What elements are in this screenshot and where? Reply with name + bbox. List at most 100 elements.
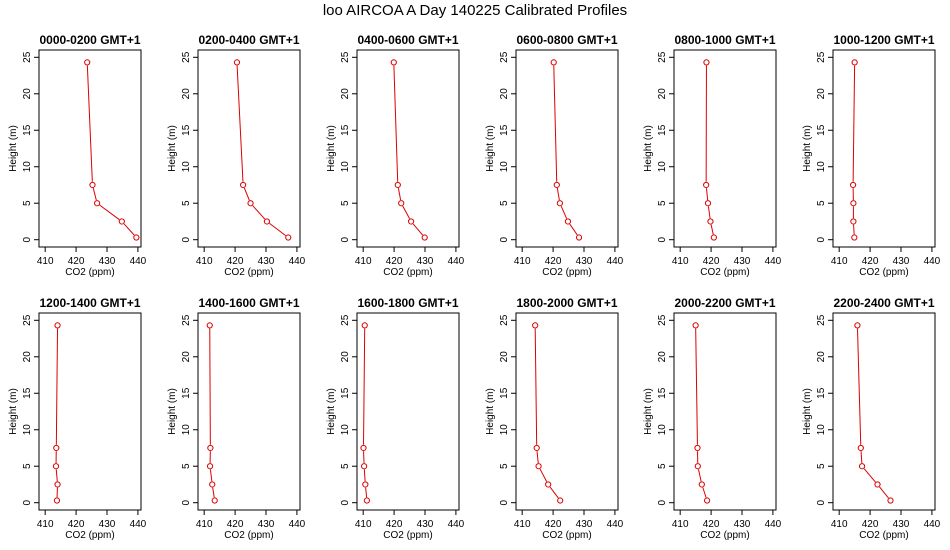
data-point: [692, 322, 699, 329]
x-tick-label: 440: [607, 519, 624, 530]
x-tick-label: 440: [289, 519, 306, 530]
y-tick-label: 10: [340, 424, 351, 436]
x-axis-label: CO2 (ppm): [65, 267, 114, 278]
data-point: [553, 181, 560, 189]
y-axis-label: Height (m): [326, 388, 337, 435]
series-segment: [92, 187, 97, 201]
y-tick-label: 25: [181, 51, 192, 63]
data-point: [206, 463, 214, 470]
data-point: [421, 234, 428, 241]
y-axis-label: Height (m): [485, 388, 496, 435]
data-point: [240, 181, 247, 189]
y-axis-label: Height (m): [802, 388, 813, 435]
y-axis-label: Height (m): [8, 388, 19, 435]
x-tick-label: 410: [196, 256, 213, 267]
plot-frame: [515, 312, 619, 511]
data-point: [707, 218, 714, 225]
data-point: [285, 234, 292, 241]
data-point: [362, 481, 369, 488]
x-tick-label: 420: [703, 256, 720, 267]
x-axis-label: CO2 (ppm): [224, 530, 273, 541]
series-segment: [695, 328, 698, 445]
y-tick-label: 0: [340, 499, 351, 505]
data-point: [209, 481, 216, 488]
series-segment: [402, 205, 411, 219]
data-point: [564, 218, 572, 225]
y-tick-label: 10: [499, 161, 510, 173]
y-tick-label: 0: [816, 236, 827, 242]
series-segment: [857, 328, 862, 445]
series-segment: [863, 468, 876, 483]
y-tick-label: 25: [22, 51, 33, 63]
y-tick-label: 15: [657, 387, 668, 399]
x-axis-label: CO2 (ppm): [383, 530, 432, 541]
data-point: [407, 218, 415, 225]
series-segment: [99, 204, 120, 220]
series-segment: [539, 468, 548, 482]
y-tick-label: 20: [657, 88, 668, 100]
data-point: [206, 322, 213, 329]
x-tick-label: 410: [672, 519, 689, 530]
data-point: [851, 59, 858, 66]
panel-title: 1000-1200 GMT+1: [833, 33, 934, 47]
y-tick-label: 10: [181, 161, 192, 173]
plot-frame: [197, 312, 301, 511]
y-tick-label: 10: [340, 161, 351, 173]
plot-frame: [673, 49, 777, 248]
plot-frame: [197, 49, 301, 248]
panel-title: 1600-1800 GMT+1: [357, 296, 458, 310]
y-tick-label: 20: [816, 351, 827, 363]
series-segment: [55, 328, 59, 445]
panel-7: 1200-1400 GMT+1 410 420 430 440 0 5 10 15 20 25 CO2…: [8, 296, 147, 541]
series-segment: [569, 223, 578, 236]
series-segment: [393, 65, 399, 182]
panel-title: 0800-1000 GMT+1: [674, 33, 775, 47]
y-tick-label: 20: [22, 88, 33, 100]
data-point: [704, 200, 712, 207]
y-tick-label: 25: [499, 51, 510, 63]
x-tick-label: 420: [386, 519, 403, 530]
x-tick-label: 430: [893, 256, 910, 267]
y-tick-label: 15: [816, 387, 827, 399]
data-point: [398, 200, 405, 207]
x-tick-label: 410: [37, 256, 54, 267]
y-tick-label: 10: [22, 161, 33, 173]
figure-title: loo AIRCOA A Day 140225 Calibrated Profi…: [323, 2, 627, 19]
panel-title: 0000-0200 GMT+1: [39, 33, 140, 47]
y-tick-label: 25: [499, 314, 510, 326]
y-tick-label: 25: [340, 51, 351, 63]
x-tick-label: 440: [289, 256, 306, 267]
data-point: [390, 59, 397, 66]
data-point: [361, 322, 368, 329]
x-tick-label: 420: [227, 519, 244, 530]
series-segment: [698, 469, 702, 482]
panel-11: 2000-2200 GMT+1 410 420 430 440 0 5 10 15 20 25 CO2…: [643, 296, 782, 541]
panel-title: 1200-1400 GMT+1: [39, 296, 140, 310]
x-axis-label: CO2 (ppm): [700, 267, 749, 278]
panel-3: 0400-0600 GMT+1 410 420 430 440 0 5 10 15 20 25 CO2…: [326, 33, 465, 278]
series-segment: [55, 469, 58, 482]
panel-title: 0200-0400 GMT+1: [198, 33, 299, 47]
series-segment: [243, 187, 250, 201]
y-tick-label: 5: [22, 200, 33, 206]
x-tick-label: 410: [196, 519, 213, 530]
data-point: [550, 59, 557, 66]
y-tick-label: 20: [22, 351, 33, 363]
y-tick-label: 5: [340, 463, 351, 469]
data-point: [694, 444, 701, 452]
series-segment: [852, 65, 856, 182]
y-tick-label: 20: [499, 351, 510, 363]
y-tick-label: 5: [181, 463, 192, 469]
x-tick-label: 430: [734, 519, 751, 530]
panel-title: 1800-2000 GMT+1: [516, 296, 617, 310]
x-tick-label: 420: [862, 519, 879, 530]
y-tick-label: 25: [181, 314, 192, 326]
y-tick-label: 0: [499, 499, 510, 505]
data-point: [263, 218, 271, 225]
x-tick-label: 440: [607, 256, 624, 267]
y-tick-label: 10: [499, 424, 510, 436]
data-point: [887, 497, 894, 504]
data-point: [535, 463, 542, 470]
y-tick-label: 20: [499, 88, 510, 100]
data-point: [858, 463, 866, 470]
